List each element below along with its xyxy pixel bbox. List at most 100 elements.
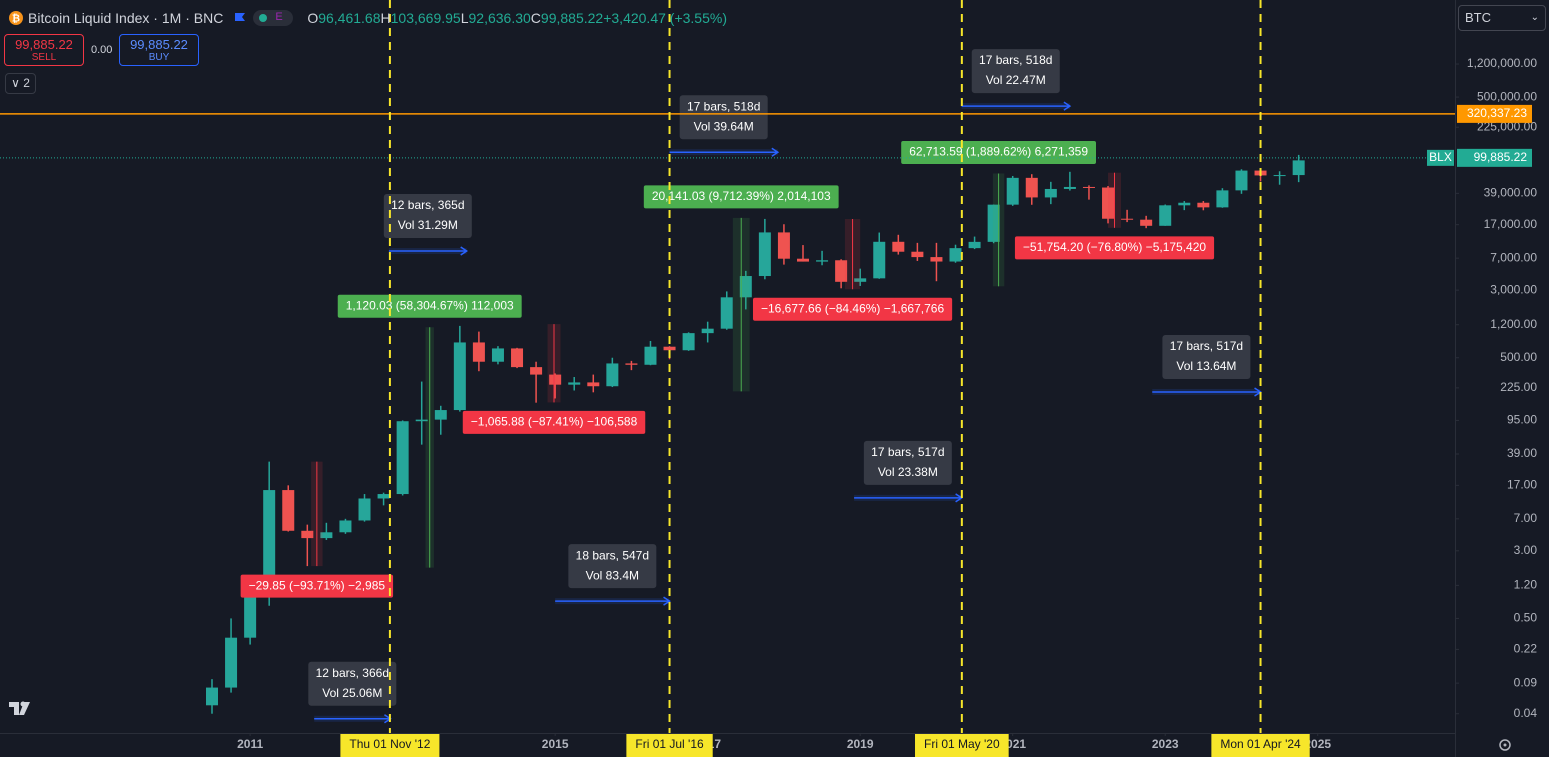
range-volume: Vol 13.64M xyxy=(1176,359,1236,373)
symbol-icon: ₿ xyxy=(9,11,23,25)
y-tick-label: 225.00 xyxy=(1500,380,1537,394)
price-change: +3,420.47 (+3.55%) xyxy=(603,10,727,26)
range-arrow-head xyxy=(1063,101,1072,111)
range-volume: Vol 83.4M xyxy=(586,568,639,582)
x-tick-label: 2023 xyxy=(1152,737,1179,751)
range-box xyxy=(383,194,472,239)
price-tag xyxy=(1457,104,1532,123)
candle-body xyxy=(1006,177,1019,205)
candle-body xyxy=(530,367,543,375)
date-line-label-box xyxy=(340,734,440,757)
candle-body xyxy=(739,276,752,298)
candle-body xyxy=(1292,160,1305,176)
settings-icon[interactable] xyxy=(1499,739,1511,751)
measure-label-box xyxy=(462,410,646,434)
date-line-label-box xyxy=(915,734,1009,757)
range-box xyxy=(863,440,952,485)
range-volume: Vol 25.06M xyxy=(322,686,382,700)
measure-label-box xyxy=(337,294,522,318)
y-tick-label: 0.50 xyxy=(1514,611,1538,625)
candle-body xyxy=(1273,175,1286,177)
measure-label-box xyxy=(752,297,953,321)
y-tick-label: 39,000.00 xyxy=(1484,186,1538,200)
candle-body xyxy=(911,251,924,258)
measure-label: 1,120.03 (58,304.67%) 112,003 xyxy=(346,298,514,312)
date-line-label: Thu 01 Nov '12 xyxy=(349,737,430,751)
range-volume: Vol 39.64M xyxy=(694,119,754,133)
y-tick-label: 3,000.00 xyxy=(1490,282,1537,296)
candle-body xyxy=(358,498,371,521)
ohlc-value: 96,461.68 xyxy=(318,10,381,26)
candle-body xyxy=(854,278,867,282)
indicators-toggle[interactable]: ∨ 2 xyxy=(5,73,36,94)
candle-body xyxy=(472,342,485,362)
candle-body xyxy=(511,348,524,368)
measure-label: 20,141.03 (9,712.39%) 2,014,103 xyxy=(652,189,831,203)
spread: 0.00 xyxy=(91,44,113,56)
buy-button[interactable]: 99,885.22 BUY xyxy=(119,34,199,66)
ohlc-values: O96,461.68H103,669.95L92,636.30C99,885.2… xyxy=(307,10,603,26)
date-line-label: Fri 01 May '20 xyxy=(924,737,1000,751)
range-arrow-head xyxy=(1254,387,1262,397)
candle-body xyxy=(873,241,886,279)
y-tick-label: 1.20 xyxy=(1514,578,1538,592)
candle-body xyxy=(1235,170,1248,191)
candle-body xyxy=(1044,188,1057,198)
candle-body xyxy=(301,530,314,539)
y-tick-label: 3.00 xyxy=(1514,543,1538,557)
measure-label-box xyxy=(643,185,839,209)
sell-button[interactable]: 99,885.22 SELL xyxy=(4,34,84,66)
y-tick-label: 17,000.00 xyxy=(1484,217,1538,231)
y-tick-label: 1,200.00 xyxy=(1490,317,1537,331)
y-tick-label: 0.04 xyxy=(1514,706,1538,720)
measure-label-box xyxy=(1014,236,1215,260)
symbol-title: Bitcoin Liquid Index · 1M · BNC xyxy=(28,10,224,26)
y-tick-label: 1,200,000.00 xyxy=(1467,56,1537,70)
series-tag xyxy=(1427,149,1454,166)
svg-text:₿: ₿ xyxy=(12,13,20,25)
y-tick-label: 17.00 xyxy=(1507,478,1537,492)
price-axis xyxy=(1455,0,1549,757)
candle-body xyxy=(1216,190,1229,208)
y-tick-label: 225,000.00 xyxy=(1477,119,1537,133)
candle-body xyxy=(1159,205,1172,226)
range-volume: Vol 22.47M xyxy=(986,73,1046,87)
symbol-select[interactable]: BTC ⌄ xyxy=(1458,5,1546,31)
settings-icon-dot xyxy=(1503,743,1507,747)
status-toggle[interactable]: E xyxy=(253,10,294,26)
price-tag-label: 99,885.22 xyxy=(1474,150,1528,164)
measure-label: 62,713.59 (1,889.62%) 6,271,359 xyxy=(909,145,1088,159)
candle-body xyxy=(835,260,848,282)
date-line-label-box xyxy=(1211,734,1310,757)
measure-label: −29.85 (−93.71%) −2,985 xyxy=(249,578,386,592)
buy-price: 99,885.22 xyxy=(130,37,188,52)
candle-body xyxy=(225,637,238,688)
candle-body xyxy=(491,348,504,362)
candle-body xyxy=(1082,186,1095,188)
candle-body xyxy=(434,410,447,420)
candle-body xyxy=(777,232,790,259)
measure-label-box xyxy=(240,574,394,598)
candle-body xyxy=(377,494,390,499)
y-tick-label: 0.22 xyxy=(1514,642,1538,656)
x-tick-label: 2011 xyxy=(237,737,263,751)
candle-body xyxy=(606,363,619,387)
candle-body xyxy=(720,297,733,329)
y-tick-label: 39.00 xyxy=(1507,446,1537,460)
legend-header: ₿ Bitcoin Liquid Index · 1M · BNC E O96,… xyxy=(8,8,733,28)
range-bars: 12 bars, 366d xyxy=(316,666,389,680)
tv-logo-dot xyxy=(20,701,26,707)
candle-body xyxy=(1140,219,1153,226)
candle-body xyxy=(644,346,657,365)
candle-body xyxy=(968,241,981,249)
date-line-label: Mon 01 Apr '24 xyxy=(1220,737,1301,751)
price-tag-label: 320,337.23 xyxy=(1467,106,1527,120)
candle-body xyxy=(568,382,581,385)
candle-body xyxy=(453,342,466,411)
range-box xyxy=(568,544,657,589)
range-box xyxy=(308,661,397,706)
y-tick-label: 500.00 xyxy=(1500,350,1537,364)
x-tick-label: 2025 xyxy=(1304,737,1331,751)
range-volume: Vol 23.38M xyxy=(878,465,938,479)
